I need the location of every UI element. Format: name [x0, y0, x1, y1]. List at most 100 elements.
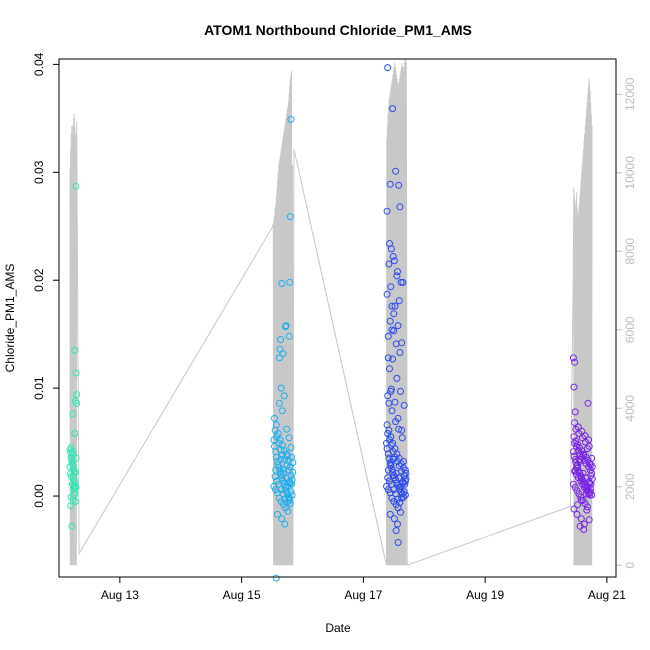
- data-point-series-4: [586, 488, 594, 496]
- data-point-series-3: [390, 310, 398, 318]
- data-point-series-2: [287, 444, 295, 451]
- data-point-series-4: [570, 433, 578, 441]
- data-point-series-3: [395, 297, 403, 305]
- data-point-series-3: [383, 290, 391, 298]
- data-point-series-2: [271, 414, 278, 422]
- secondary-y-tick-label: 0: [623, 562, 637, 569]
- data-point-series-2: [277, 486, 285, 494]
- data-point-series-2: [287, 488, 295, 496]
- data-point-series-1: [67, 469, 75, 477]
- data-point-series-3: [385, 426, 393, 434]
- data-point-series-3: [400, 493, 407, 501]
- secondary-y-tick-label: 2000: [623, 473, 637, 500]
- data-point-series-3: [389, 253, 397, 260]
- x-axis-label: Date: [325, 621, 351, 635]
- data-point-series-3: [400, 458, 407, 465]
- data-point-series-4: [580, 520, 588, 528]
- secondary-y-tick-label: 6000: [623, 316, 637, 343]
- data-point-series-1: [72, 454, 80, 462]
- x-tick-label: Aug 19: [466, 588, 504, 602]
- data-point-series-2: [278, 407, 286, 415]
- y-axis: 0.00 0.01 0.02 0.03 0.04: [32, 52, 59, 508]
- plot-frame: [58, 58, 617, 578]
- data-point-series-2: [282, 323, 289, 331]
- data-point-series-1: [73, 391, 81, 399]
- data-point-series-3: [400, 488, 408, 496]
- data-point-series-3: [388, 465, 396, 473]
- data-point-series-3: [398, 339, 406, 347]
- data-point-series-3: [387, 433, 395, 441]
- data-point-series-2: [280, 465, 288, 473]
- data-point-series-2: [276, 467, 284, 475]
- data-point-series-3: [388, 302, 396, 310]
- data-point-series-3: [392, 527, 400, 535]
- data-point-series-3: [394, 322, 402, 330]
- data-point-series-3: [397, 278, 405, 286]
- data-point-series-2: [288, 491, 296, 499]
- data-point-series-1: [67, 473, 75, 481]
- data-point-series-2: [275, 439, 283, 447]
- data-point-series-4: [571, 483, 579, 491]
- data-point-series-1: [70, 482, 78, 490]
- data-point-series-2: [289, 468, 297, 476]
- data-point-series-3: [390, 327, 398, 335]
- data-point-series-3: [386, 510, 394, 518]
- data-point-series-4: [569, 354, 577, 362]
- data-point-series-4: [570, 452, 578, 460]
- data-point-series-4: [572, 464, 580, 472]
- data-point-series-3: [384, 354, 392, 362]
- secondary-series-line: [69, 58, 593, 566]
- data-point-series-1: [72, 369, 80, 377]
- data-point-series-4: [574, 423, 582, 431]
- data-point-series-3: [384, 332, 392, 340]
- data-point-series-3: [398, 434, 406, 442]
- secondary-y-tick-label: 8000: [623, 238, 637, 265]
- data-point-series-4: [571, 419, 579, 427]
- data-point-series-1: [66, 463, 74, 471]
- data-point-series-3: [384, 64, 392, 72]
- data-point-series-2: [277, 455, 285, 463]
- data-point-series-3: [401, 466, 409, 474]
- data-point-series-3: [389, 105, 397, 113]
- data-point-series-3: [387, 245, 395, 253]
- data-point-series-4: [580, 526, 588, 533]
- data-point-series-1: [67, 502, 75, 510]
- data-point-series-3: [392, 167, 400, 175]
- data-point-series-4: [586, 485, 594, 492]
- data-point-series-4: [588, 469, 596, 477]
- data-point-series-2: [285, 332, 293, 340]
- data-point-series-4: [587, 461, 595, 469]
- secondary-y-axis: 0 2000 4000 6000 8000 10000 12000: [615, 77, 637, 569]
- y-tick-label: 0.03: [32, 160, 46, 184]
- data-point-series-2: [275, 354, 283, 362]
- y-tick-label: 0.02: [32, 268, 46, 292]
- data-point-series-3: [402, 469, 410, 477]
- data-point-series-1: [68, 522, 76, 530]
- y-tick-label: 0.00: [32, 484, 46, 508]
- data-point-series-3: [398, 490, 406, 498]
- data-point-series-4: [576, 458, 583, 465]
- data-point-series-3: [393, 374, 401, 382]
- data-point-series-3: [391, 302, 399, 310]
- data-point-series-4: [581, 432, 589, 440]
- data-point-series-2: [286, 479, 294, 487]
- data-point-series-4: [583, 445, 591, 453]
- data-point-series-3: [397, 508, 404, 516]
- data-point-series-3: [393, 272, 401, 280]
- data-point-series-4: [583, 503, 591, 511]
- data-point-series-2: [272, 453, 280, 461]
- data-point-series-2: [288, 480, 295, 488]
- data-point-series-1: [70, 491, 78, 499]
- data-point-series-2: [282, 474, 290, 482]
- data-point-series-3: [388, 407, 396, 415]
- data-point-series-4: [582, 474, 590, 482]
- data-point-series-3: [394, 268, 401, 276]
- data-point-series-3: [395, 474, 403, 482]
- data-point-series-4: [586, 479, 594, 487]
- data-point-series-2: [278, 280, 286, 287]
- data-point-series-3: [395, 181, 403, 189]
- chart-title: ATOM1 Northbound Chloride_PM1_AMS: [204, 22, 472, 38]
- data-point-series-3: [391, 398, 399, 406]
- data-point-series-3: [390, 486, 398, 494]
- data-point-series-2: [283, 499, 291, 506]
